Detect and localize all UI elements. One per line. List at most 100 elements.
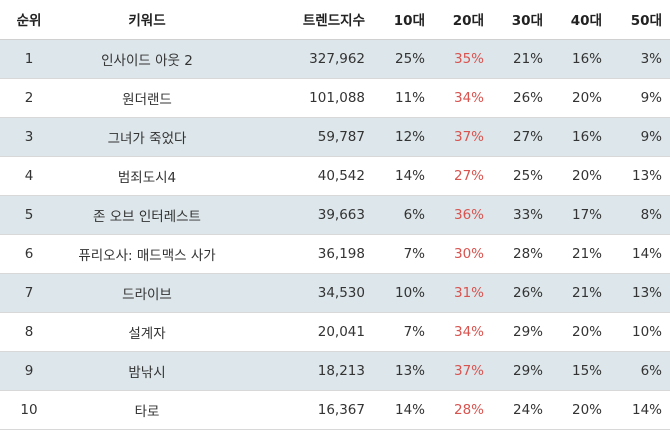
cell-age-50s: 13% [610, 273, 670, 313]
cell-age-40s: 17% [551, 195, 610, 235]
header-keyword: 키워드 [58, 0, 236, 40]
cell-age-20s: 34% [433, 78, 492, 118]
table-row: 8 설계자 20,041 7% 34% 29% 20% 10% [0, 312, 670, 352]
cell-age-10s: 7% [373, 312, 433, 352]
cell-age-20s: 35% [433, 39, 492, 79]
cell-age-20s: 28% [433, 390, 492, 430]
table-row: 2 원더랜드 101,088 11% 34% 26% 20% 9% [0, 78, 670, 118]
cell-age-50s: 14% [610, 390, 670, 430]
cell-rank: 7 [0, 273, 58, 313]
header-trend-index: 트렌드지수 [236, 0, 373, 40]
cell-age-40s: 15% [551, 351, 610, 391]
cell-age-50s: 14% [610, 234, 670, 274]
cell-age-10s: 11% [373, 78, 433, 118]
cell-age-50s: 8% [610, 195, 670, 235]
cell-age-30s: 26% [492, 273, 551, 313]
cell-rank: 8 [0, 312, 58, 352]
table-row: 7 드라이브 34,530 10% 31% 26% 21% 13% [0, 273, 670, 313]
cell-age-30s: 28% [492, 234, 551, 274]
cell-age-20s: 31% [433, 273, 492, 313]
table-row: 3 그녀가 죽었다 59,787 12% 37% 27% 16% 9% [0, 117, 670, 157]
cell-keyword: 설계자 [58, 312, 236, 352]
cell-age-40s: 21% [551, 234, 610, 274]
cell-age-10s: 6% [373, 195, 433, 235]
table-row: 9 밤낚시 18,213 13% 37% 29% 15% 6% [0, 351, 670, 391]
cell-age-30s: 29% [492, 312, 551, 352]
cell-age-40s: 20% [551, 78, 610, 118]
cell-age-30s: 24% [492, 390, 551, 430]
cell-keyword: 인사이드 아웃 2 [58, 39, 236, 79]
table-row: 1 인사이드 아웃 2 327,962 25% 35% 21% 16% 3% [0, 39, 670, 79]
cell-trend-index: 36,198 [236, 234, 373, 274]
cell-age-10s: 14% [373, 156, 433, 196]
cell-keyword: 퓨리오사: 매드맥스 사가 [58, 234, 236, 274]
cell-trend-index: 101,088 [236, 78, 373, 118]
cell-rank: 9 [0, 351, 58, 391]
cell-age-10s: 12% [373, 117, 433, 157]
cell-keyword: 그녀가 죽었다 [58, 117, 236, 157]
cell-keyword: 드라이브 [58, 273, 236, 313]
table-row: 10 타로 16,367 14% 28% 24% 20% 14% [0, 390, 670, 430]
cell-age-30s: 29% [492, 351, 551, 391]
header-age-20s: 20대 [433, 0, 492, 40]
cell-age-50s: 3% [610, 39, 670, 79]
table-row: 6 퓨리오사: 매드맥스 사가 36,198 7% 30% 28% 21% 14… [0, 234, 670, 274]
cell-age-30s: 25% [492, 156, 551, 196]
cell-age-20s: 34% [433, 312, 492, 352]
cell-rank: 5 [0, 195, 58, 235]
cell-trend-index: 20,041 [236, 312, 373, 352]
cell-age-50s: 9% [610, 117, 670, 157]
cell-age-30s: 33% [492, 195, 551, 235]
cell-age-20s: 30% [433, 234, 492, 274]
cell-age-40s: 20% [551, 156, 610, 196]
cell-rank: 4 [0, 156, 58, 196]
table-row: 4 범죄도시4 40,542 14% 27% 25% 20% 13% [0, 156, 670, 196]
cell-trend-index: 18,213 [236, 351, 373, 391]
cell-keyword: 타로 [58, 390, 236, 430]
header-age-30s: 30대 [492, 0, 551, 40]
header-rank: 순위 [0, 0, 58, 40]
cell-age-10s: 13% [373, 351, 433, 391]
header-age-50s: 50대 [610, 0, 670, 40]
cell-rank: 1 [0, 39, 58, 79]
cell-age-30s: 21% [492, 39, 551, 79]
cell-age-30s: 26% [492, 78, 551, 118]
cell-age-40s: 20% [551, 390, 610, 430]
cell-age-40s: 16% [551, 117, 610, 157]
cell-keyword: 원더랜드 [58, 78, 236, 118]
header-age-10s: 10대 [373, 0, 433, 40]
cell-age-50s: 9% [610, 78, 670, 118]
cell-trend-index: 34,530 [236, 273, 373, 313]
cell-keyword: 존 오브 인터레스트 [58, 195, 236, 235]
cell-age-20s: 36% [433, 195, 492, 235]
cell-age-40s: 16% [551, 39, 610, 79]
cell-age-30s: 27% [492, 117, 551, 157]
cell-keyword: 밤낚시 [58, 351, 236, 391]
cell-rank: 2 [0, 78, 58, 118]
table-row: 5 존 오브 인터레스트 39,663 6% 36% 33% 17% 8% [0, 195, 670, 235]
cell-trend-index: 327,962 [236, 39, 373, 79]
cell-trend-index: 39,663 [236, 195, 373, 235]
cell-age-10s: 25% [373, 39, 433, 79]
table-header-row: 순위 키워드 트렌드지수 10대 20대 30대 40대 50대 [0, 0, 670, 40]
cell-rank: 3 [0, 117, 58, 157]
cell-age-50s: 10% [610, 312, 670, 352]
cell-trend-index: 40,542 [236, 156, 373, 196]
cell-rank: 10 [0, 390, 58, 430]
header-age-40s: 40대 [551, 0, 610, 40]
cell-age-10s: 7% [373, 234, 433, 274]
cell-trend-index: 59,787 [236, 117, 373, 157]
cell-trend-index: 16,367 [236, 390, 373, 430]
cell-age-40s: 20% [551, 312, 610, 352]
cell-rank: 6 [0, 234, 58, 274]
cell-keyword: 범죄도시4 [58, 156, 236, 196]
cell-age-50s: 13% [610, 156, 670, 196]
cell-age-40s: 21% [551, 273, 610, 313]
cell-age-10s: 14% [373, 390, 433, 430]
cell-age-20s: 37% [433, 117, 492, 157]
cell-age-50s: 6% [610, 351, 670, 391]
cell-age-10s: 10% [373, 273, 433, 313]
cell-age-20s: 27% [433, 156, 492, 196]
cell-age-20s: 37% [433, 351, 492, 391]
